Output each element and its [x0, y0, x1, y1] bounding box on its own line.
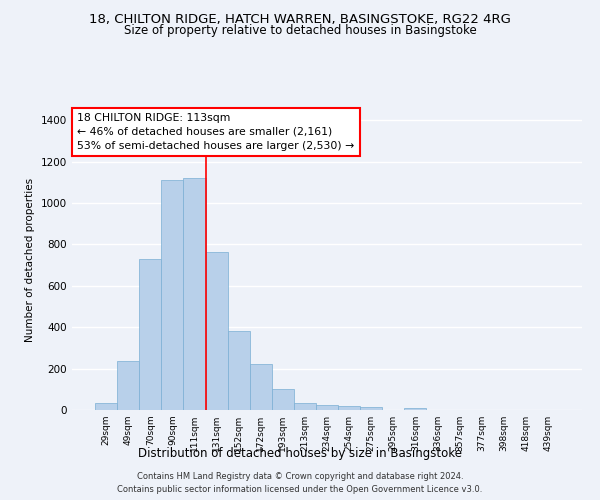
Bar — [139, 260, 161, 410]
Bar — [360, 407, 382, 410]
Text: Contains public sector information licensed under the Open Government Licence v3: Contains public sector information licen… — [118, 485, 482, 494]
Bar — [206, 252, 227, 410]
Y-axis label: Number of detached properties: Number of detached properties — [25, 178, 35, 342]
Bar — [184, 178, 206, 410]
Bar — [338, 406, 360, 410]
Text: Distribution of detached houses by size in Basingstoke: Distribution of detached houses by size … — [138, 448, 462, 460]
Bar — [117, 361, 139, 410]
Bar — [227, 332, 250, 410]
Text: 18 CHILTON RIDGE: 113sqm
← 46% of detached houses are smaller (2,161)
53% of sem: 18 CHILTON RIDGE: 113sqm ← 46% of detach… — [77, 113, 355, 151]
Bar — [294, 404, 316, 410]
Text: 18, CHILTON RIDGE, HATCH WARREN, BASINGSTOKE, RG22 4RG: 18, CHILTON RIDGE, HATCH WARREN, BASINGS… — [89, 12, 511, 26]
Bar — [161, 180, 184, 410]
Bar — [95, 403, 117, 410]
Bar — [404, 408, 427, 410]
Text: Contains HM Land Registry data © Crown copyright and database right 2024.: Contains HM Land Registry data © Crown c… — [137, 472, 463, 481]
Bar — [272, 390, 294, 410]
Text: Size of property relative to detached houses in Basingstoke: Size of property relative to detached ho… — [124, 24, 476, 37]
Bar — [316, 406, 338, 410]
Bar — [250, 364, 272, 410]
